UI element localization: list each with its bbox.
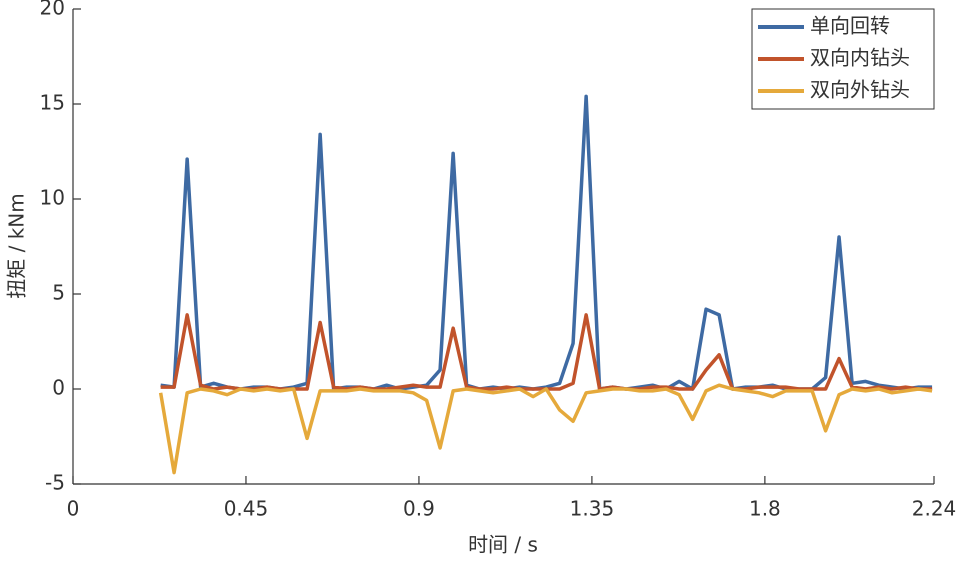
y-tick-label: 5 <box>52 281 65 305</box>
x-tick-label: 2.24 <box>912 497 957 521</box>
y-tick-label: 15 <box>40 91 65 115</box>
legend-label: 双向内钻头 <box>810 46 910 70</box>
x-tick-label: 1.8 <box>749 497 781 521</box>
legend-label: 双向外钻头 <box>810 78 910 102</box>
y-tick-label: -5 <box>45 471 65 495</box>
y-tick-label: 20 <box>40 0 65 20</box>
y-axis-label: 扭矩 / kNm <box>5 193 29 298</box>
x-tick-label: 0.9 <box>403 497 435 521</box>
x-tick-label: 0 <box>67 497 80 521</box>
series-line <box>158 383 933 475</box>
legend-label: 单向回转 <box>810 14 890 38</box>
series-line <box>160 94 933 391</box>
y-tick-label: 10 <box>40 186 65 210</box>
y-tick-label: 0 <box>52 376 65 400</box>
series-line <box>160 313 933 391</box>
x-tick-label: 1.35 <box>570 497 615 521</box>
x-axis-label: 时间 / s <box>468 533 538 557</box>
x-tick-label: 0.45 <box>224 497 269 521</box>
